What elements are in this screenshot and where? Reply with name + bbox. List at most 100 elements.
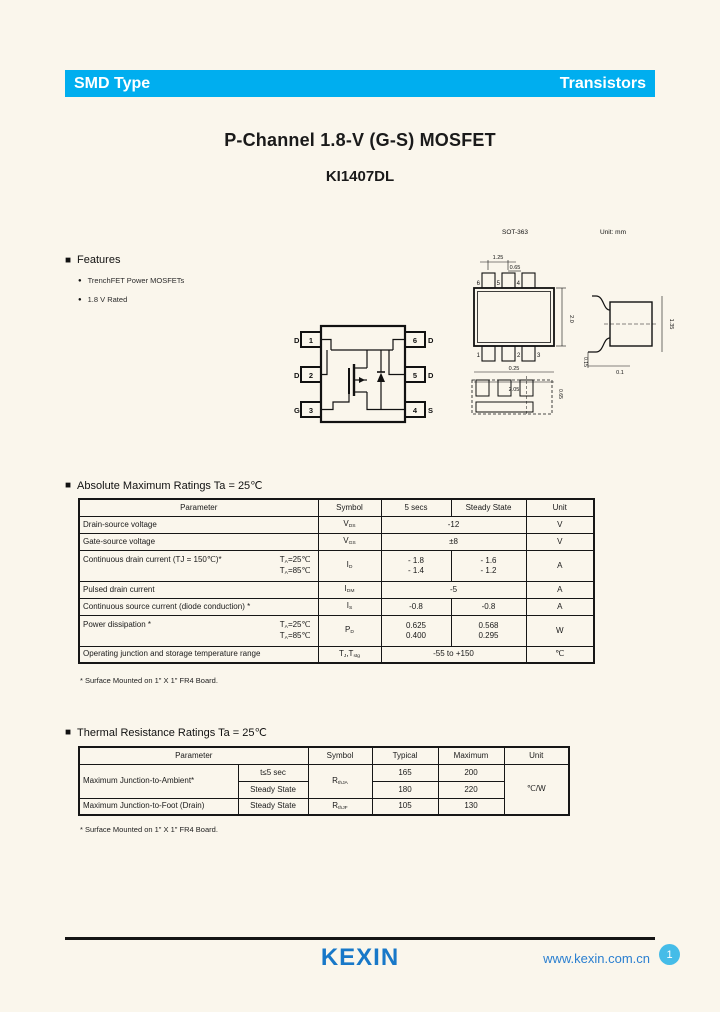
pin-number: 1: [477, 353, 481, 359]
pinout-terminal-labels: D D G D D S: [294, 336, 434, 415]
maximum-cell: 200: [437, 763, 505, 782]
package-land-pattern: 0.65: [471, 376, 563, 416]
bullet-dot-icon: ●: [78, 296, 82, 303]
feature-item: ● 1.8 V Rated: [78, 295, 127, 304]
param-cell: Gate-source voltage: [78, 532, 319, 551]
symbol-cell: TJ,Tstg: [317, 645, 382, 664]
typical-cell: 165: [371, 763, 439, 782]
absmax-heading: ■ Absolute Maximum Ratings Ta = 25℃: [65, 479, 263, 492]
value-cell: -5: [380, 580, 527, 599]
dim-label: 2.05: [509, 387, 520, 393]
value-cell: -55 to +150: [380, 645, 527, 664]
maximum-cell: 130: [437, 797, 505, 816]
pinout-diagram: 1 2 3 6 5 4 D D G D D S: [294, 324, 434, 424]
header-right-label: Transistors: [559, 74, 646, 92]
value-line: - 1.4: [407, 565, 424, 575]
pin-number: 6: [477, 281, 481, 287]
pin-number: 4: [517, 281, 521, 287]
dim-label: 1.35: [668, 319, 674, 330]
pin-number: 6: [413, 336, 417, 345]
value-line: 0.295: [478, 630, 499, 640]
dim-label: 2.0: [568, 315, 574, 323]
value-line: - 1.8: [407, 555, 424, 565]
condition-cell: Steady State: [237, 780, 309, 799]
section-bullet-icon: ■: [65, 727, 72, 738]
feature-item: ● TrenchFET Power MOSFETs: [78, 276, 184, 285]
value-line: 0.400: [405, 630, 427, 640]
pin-number: 5: [413, 371, 417, 380]
condition-label: TA=25℃: [279, 554, 311, 565]
table-row: Maximum Junction-to-Foot (Drain) Steady …: [78, 797, 569, 816]
value-line: - 1.6: [480, 555, 497, 565]
table-row: Continuous source current (diode conduct…: [78, 597, 595, 616]
symbol-cell: VDS: [317, 515, 382, 534]
typical-cell: 180: [371, 780, 439, 799]
kexin-logo: KEXIN: [320, 944, 400, 971]
condition-label: TA=85℃: [279, 565, 311, 576]
pin-number: 3: [537, 353, 541, 359]
unit-cell: ℃/W: [503, 763, 570, 816]
symbol-cell: RthJF: [307, 797, 373, 816]
value-line: 0.625: [405, 620, 427, 630]
website-link[interactable]: www.kexin.com.cn: [543, 951, 650, 966]
value-cell: 0.625 0.400: [380, 614, 452, 647]
unit-cell: ℃: [525, 645, 595, 664]
symbol-cell: RthJA: [307, 763, 373, 799]
pin-number: 4: [413, 406, 418, 415]
symbol-cell: IS: [317, 597, 382, 616]
table-row: Maximum Junction-to-Ambient* t≤5 sec Rth…: [78, 763, 570, 816]
thermal-heading-label: Thermal Resistance Ratings Ta = 25℃: [77, 727, 267, 739]
features-heading-label: Features: [77, 254, 121, 266]
terminal-label: D: [428, 336, 434, 345]
typical-cell: 105: [371, 797, 439, 816]
col-header: Steady State: [450, 498, 527, 517]
unit-cell: W: [525, 614, 595, 647]
param-cell: Operating junction and storage temperatu…: [78, 645, 319, 664]
section-bullet-icon: ■: [65, 254, 72, 266]
table-row: Gate-source voltage VGS ±8 V: [78, 532, 595, 551]
pin-number: 3: [309, 406, 313, 415]
thermal-header-row: Parameter Symbol Typical Maximum Unit: [78, 746, 570, 765]
dim-label: 0.1: [616, 370, 624, 376]
symbol-cell: ID: [317, 549, 382, 582]
pin-number: 1: [309, 336, 313, 345]
col-header: Symbol: [317, 498, 382, 517]
dim-label: 1.25: [493, 255, 504, 261]
pinout-pins: 1 2 3 6 5 4: [300, 331, 426, 418]
feature-item-label: TrenchFET Power MOSFETs: [87, 276, 185, 285]
unit-cell: V: [525, 532, 595, 551]
package-name-label: SOT-363: [502, 229, 528, 236]
param-cell: Maximum Junction-to-Ambient*: [78, 763, 239, 799]
maximum-cell: 220: [437, 780, 505, 799]
terminal-label: D: [294, 371, 300, 380]
param-cell: Maximum Junction-to-Foot (Drain): [78, 797, 239, 816]
unit-cell: A: [525, 580, 595, 599]
col-header: Unit: [503, 746, 570, 765]
feature-item-label: 1.8 V Rated: [87, 295, 128, 304]
dim-label: 0.15: [582, 357, 588, 367]
value-cell: -0.8: [450, 597, 527, 616]
value-cell: - 1.8 - 1.4: [380, 549, 452, 582]
mosfet-symbol: [321, 338, 405, 411]
dim-label: 0.25: [509, 366, 520, 372]
condition-cell: Steady State: [237, 797, 309, 816]
value-line: - 1.2: [480, 565, 497, 575]
col-header: 5 secs: [380, 498, 452, 517]
col-header: Parameter: [78, 746, 309, 765]
absmax-header-row: Parameter Symbol 5 secs Steady State Uni…: [78, 498, 595, 517]
unit-cell: V: [525, 515, 595, 534]
package-unit-label: Unit: mm: [600, 229, 626, 236]
table-row: Pulsed drain current IDM -5 A: [78, 580, 595, 599]
terminal-label: D: [294, 336, 300, 345]
header-left-label: SMD Type: [74, 74, 151, 92]
package-drawing: SOT-363 Unit: mm 6 5 4 1 2 3 1.25 0.65 2…: [471, 229, 674, 416]
symbol-cell: VGS: [317, 532, 382, 551]
part-number: KI1407DL: [325, 168, 395, 185]
param-cell: Pulsed drain current: [78, 580, 319, 599]
value-cell: - 1.6 - 1.2: [450, 549, 527, 582]
col-header: Maximum: [437, 746, 505, 765]
features-heading: ■ Features: [65, 254, 120, 266]
unit-cell: A: [525, 549, 595, 582]
page-title: P-Channel 1.8-V (G-S) MOSFET: [224, 130, 496, 150]
header-bar: SMD Type Transistors: [65, 70, 655, 97]
